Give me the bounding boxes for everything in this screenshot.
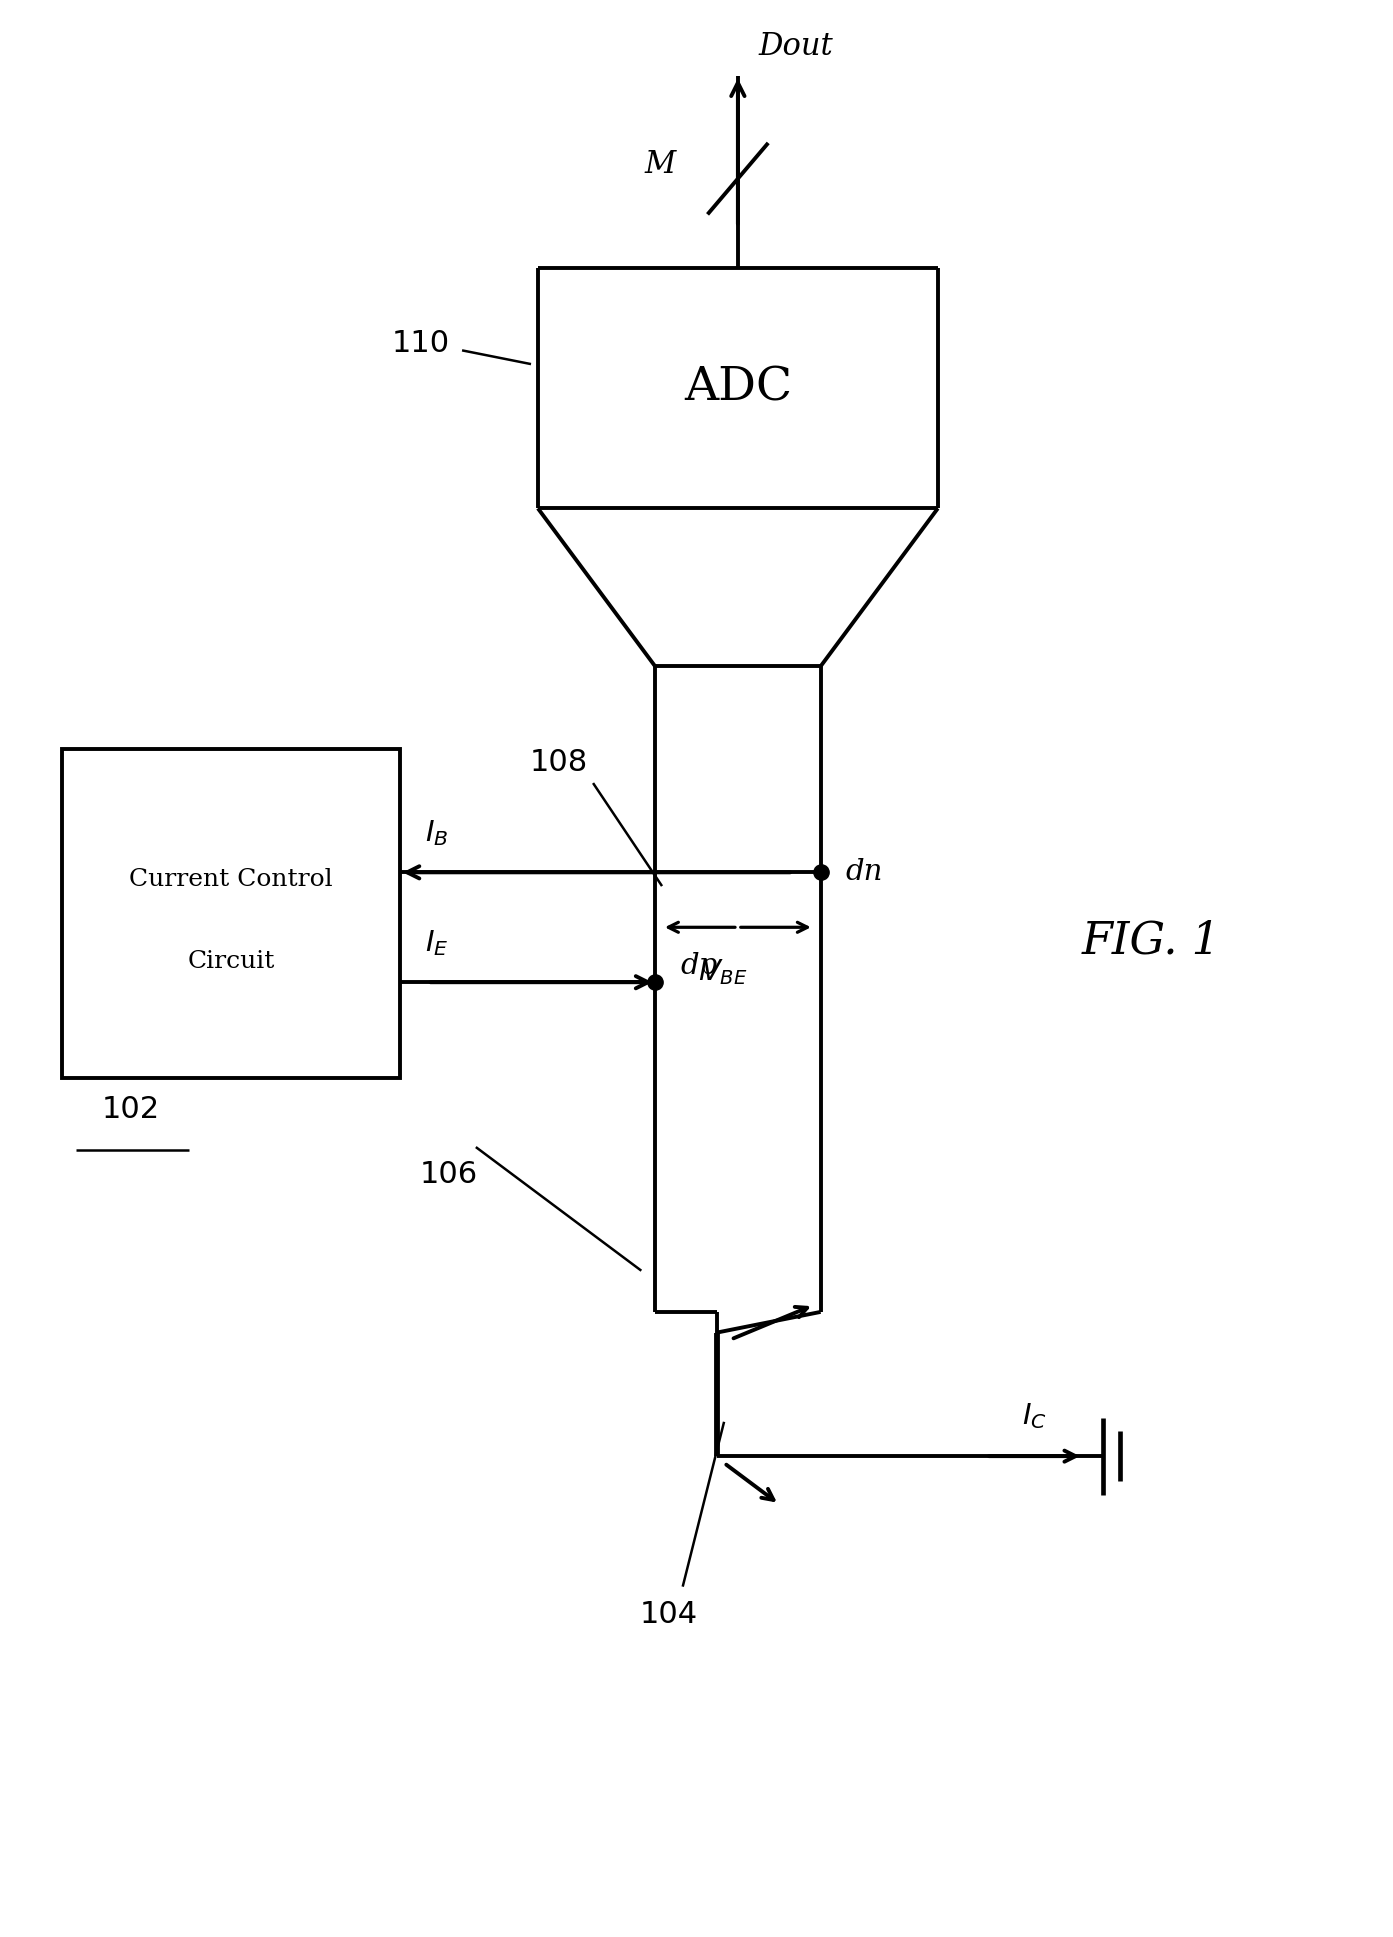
Bar — [63, 750, 400, 1079]
Text: M: M — [645, 149, 676, 180]
Text: 104: 104 — [639, 1600, 698, 1629]
Text: 108: 108 — [529, 748, 588, 777]
Text: 110: 110 — [391, 329, 450, 358]
Text: 102: 102 — [102, 1094, 160, 1123]
Text: dp: dp — [680, 951, 717, 980]
Text: $I_C$: $I_C$ — [1022, 1402, 1046, 1431]
Text: dn: dn — [846, 858, 883, 887]
Text: $V_{BE}$: $V_{BE}$ — [701, 957, 748, 988]
Text: Circuit: Circuit — [188, 951, 274, 972]
Text: Dout: Dout — [759, 31, 833, 62]
Text: 106: 106 — [419, 1160, 478, 1189]
Text: Current Control: Current Control — [130, 868, 333, 891]
Text: $I_E$: $I_E$ — [425, 928, 449, 957]
Text: FIG. 1: FIG. 1 — [1082, 920, 1222, 963]
Text: $I_B$: $I_B$ — [425, 817, 449, 848]
Text: ADC: ADC — [684, 366, 793, 411]
